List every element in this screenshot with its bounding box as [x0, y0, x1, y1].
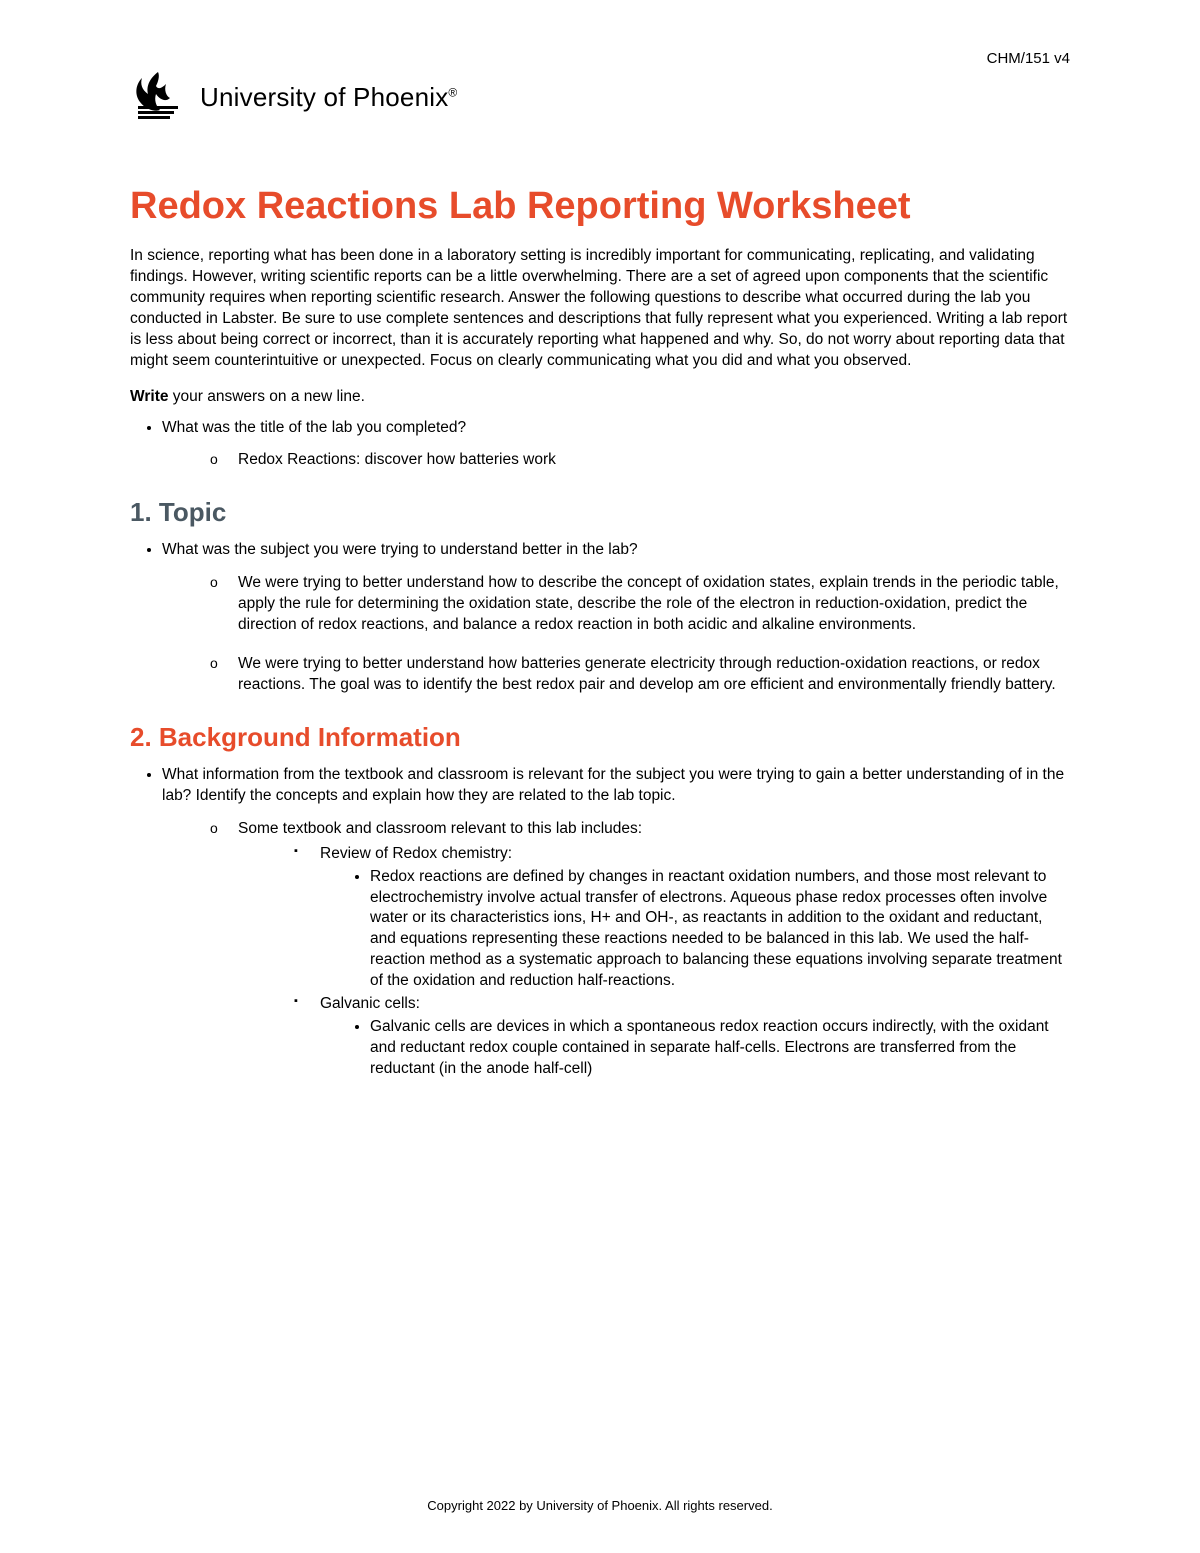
item-galvanic-body: Galvanic cells are devices in which a sp…	[370, 1017, 1070, 1080]
section-2-list: What information from the textbook and c…	[162, 765, 1070, 1080]
section-1-list: What was the subject you were trying to …	[162, 540, 1070, 696]
item-redox-chemistry: Review of Redox chemistry: Redox reactio…	[294, 844, 1070, 992]
logo-text: University of Phoenix®	[200, 82, 457, 113]
title-question-list: What was the title of the lab you comple…	[162, 418, 1070, 472]
answer-topic-2: We were trying to better understand how …	[210, 654, 1070, 696]
section-2-heading: 2. Background Information	[130, 722, 1070, 753]
intro-paragraph: In science, reporting what has been done…	[130, 246, 1070, 372]
question-lab-title: What was the title of the lab you comple…	[162, 418, 1070, 472]
page-title: Redox Reactions Lab Reporting Worksheet	[130, 185, 1070, 228]
logo: University of Phoenix®	[130, 70, 1070, 125]
copyright-footer: Copyright 2022 by University of Phoenix.…	[0, 1498, 1200, 1513]
item-redox-body: Redox reactions are defined by changes i…	[370, 867, 1070, 993]
write-instruction: Write your answers on a new line.	[130, 388, 1070, 406]
item-galvanic-cells: Galvanic cells: Galvanic cells are devic…	[294, 994, 1070, 1080]
answer-topic-1: We were trying to better understand how …	[210, 573, 1070, 636]
phoenix-icon	[130, 70, 190, 125]
answer-background-intro: Some textbook and classroom relevant to …	[210, 819, 1070, 1080]
section-1-heading: 1. Topic	[130, 497, 1070, 528]
question-topic: What was the subject you were trying to …	[162, 540, 1070, 696]
answer-lab-title: Redox Reactions: discover how batteries …	[210, 450, 1070, 471]
question-background: What information from the textbook and c…	[162, 765, 1070, 1080]
course-code: CHM/151 v4	[987, 50, 1070, 67]
